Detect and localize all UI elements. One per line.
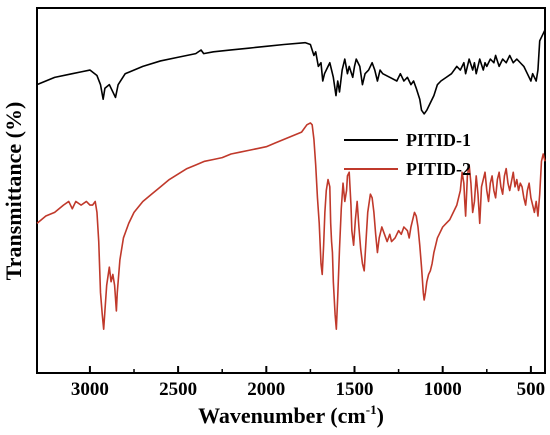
x-tick-label-2000: 2000 bbox=[247, 379, 285, 400]
series-layer bbox=[36, 29, 546, 330]
x-axis-title-end: ) bbox=[377, 403, 384, 428]
x-axis-title: Wavenumber (cm-1) bbox=[198, 402, 384, 428]
x-tick-label-3000: 3000 bbox=[71, 379, 109, 400]
legend: PITID-1 PITID-2 bbox=[344, 130, 471, 179]
x-axis-title-main: Wavenumber (cm bbox=[198, 403, 366, 428]
series-line-pitid-2 bbox=[36, 122, 546, 330]
legend-label-pitid-2: PITID-2 bbox=[406, 159, 471, 179]
x-tick-label-1000: 1000 bbox=[424, 379, 462, 400]
x-tick-label-1500: 1500 bbox=[336, 379, 374, 400]
x-tick-label-2500: 2500 bbox=[159, 379, 197, 400]
y-axis-title: Transmittance (%) bbox=[1, 102, 26, 281]
legend-label-pitid-1: PITID-1 bbox=[406, 130, 471, 150]
x-axis-title-superscript: -1 bbox=[366, 402, 377, 417]
plot-frame bbox=[36, 7, 546, 374]
series-line-pitid-1 bbox=[36, 29, 546, 115]
x-tick-label-500: 500 bbox=[517, 379, 546, 400]
x-axis-ticks: 3000 2500 2000 1500 1000 500 bbox=[71, 366, 545, 400]
